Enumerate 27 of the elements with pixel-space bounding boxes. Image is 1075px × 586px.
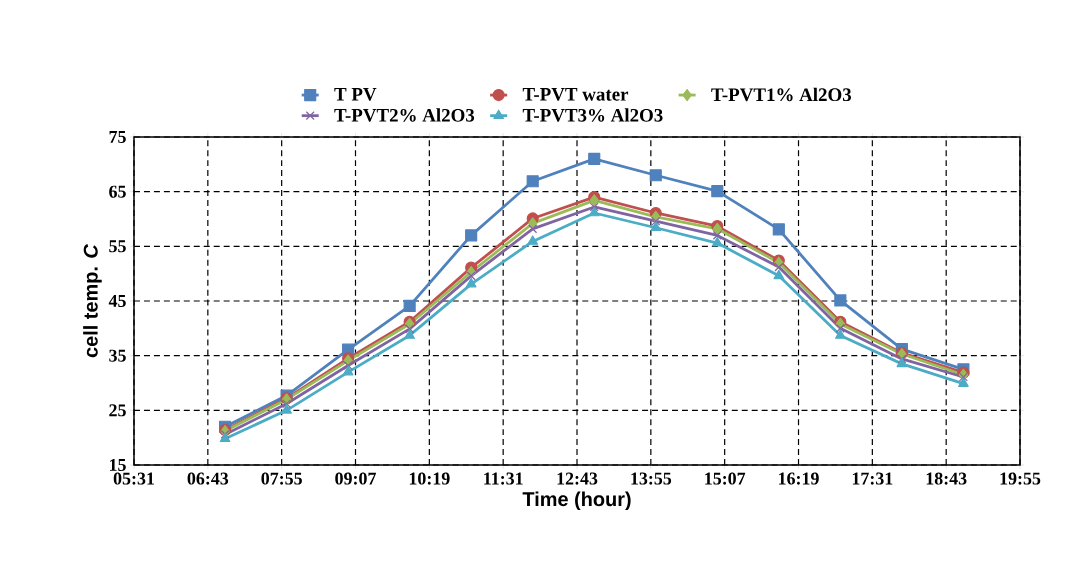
x-tick-label: 19:55	[1000, 472, 1041, 485]
legend-label: T PV	[334, 88, 377, 101]
x-tick-label: 10:19	[409, 472, 450, 485]
y-tick-label: 15	[109, 458, 126, 471]
x-tick-label: 07:55	[261, 472, 302, 485]
y-tick-label: 65	[109, 185, 126, 198]
x-tick-label: 11:31	[484, 472, 523, 485]
legend-label: T-PVT water	[522, 88, 629, 101]
x-tick-label: 18:43	[926, 472, 967, 485]
x-tick-label: 17:31	[852, 472, 893, 485]
x-tick-label: 15:07	[705, 472, 746, 485]
y-axis-title: cell temp. C	[83, 244, 102, 358]
x-tick-label: 06:43	[187, 472, 229, 485]
legend-label: T-PVT2% Al2O3	[334, 108, 475, 122]
y-tick-label: 35	[109, 349, 126, 362]
x-tick-label: 13:55	[631, 472, 672, 485]
x-tick-label: 05:31	[113, 472, 154, 485]
y-tick-label: 75	[109, 131, 126, 143]
x-tick-label: 12:43	[557, 472, 598, 485]
x-axis-title: Time (hour)	[522, 491, 631, 511]
y-tick-label: 45	[108, 295, 126, 307]
legend-label: T-PVT1% Al2O3	[711, 87, 852, 102]
y-tick-label: 55	[109, 240, 126, 253]
x-tick-label: 09:07	[335, 472, 376, 485]
legend-label: T-PVT3% Al2O3	[522, 108, 663, 122]
y-tick-label: 25	[109, 404, 126, 417]
x-tick-label: 16:19	[779, 472, 819, 485]
